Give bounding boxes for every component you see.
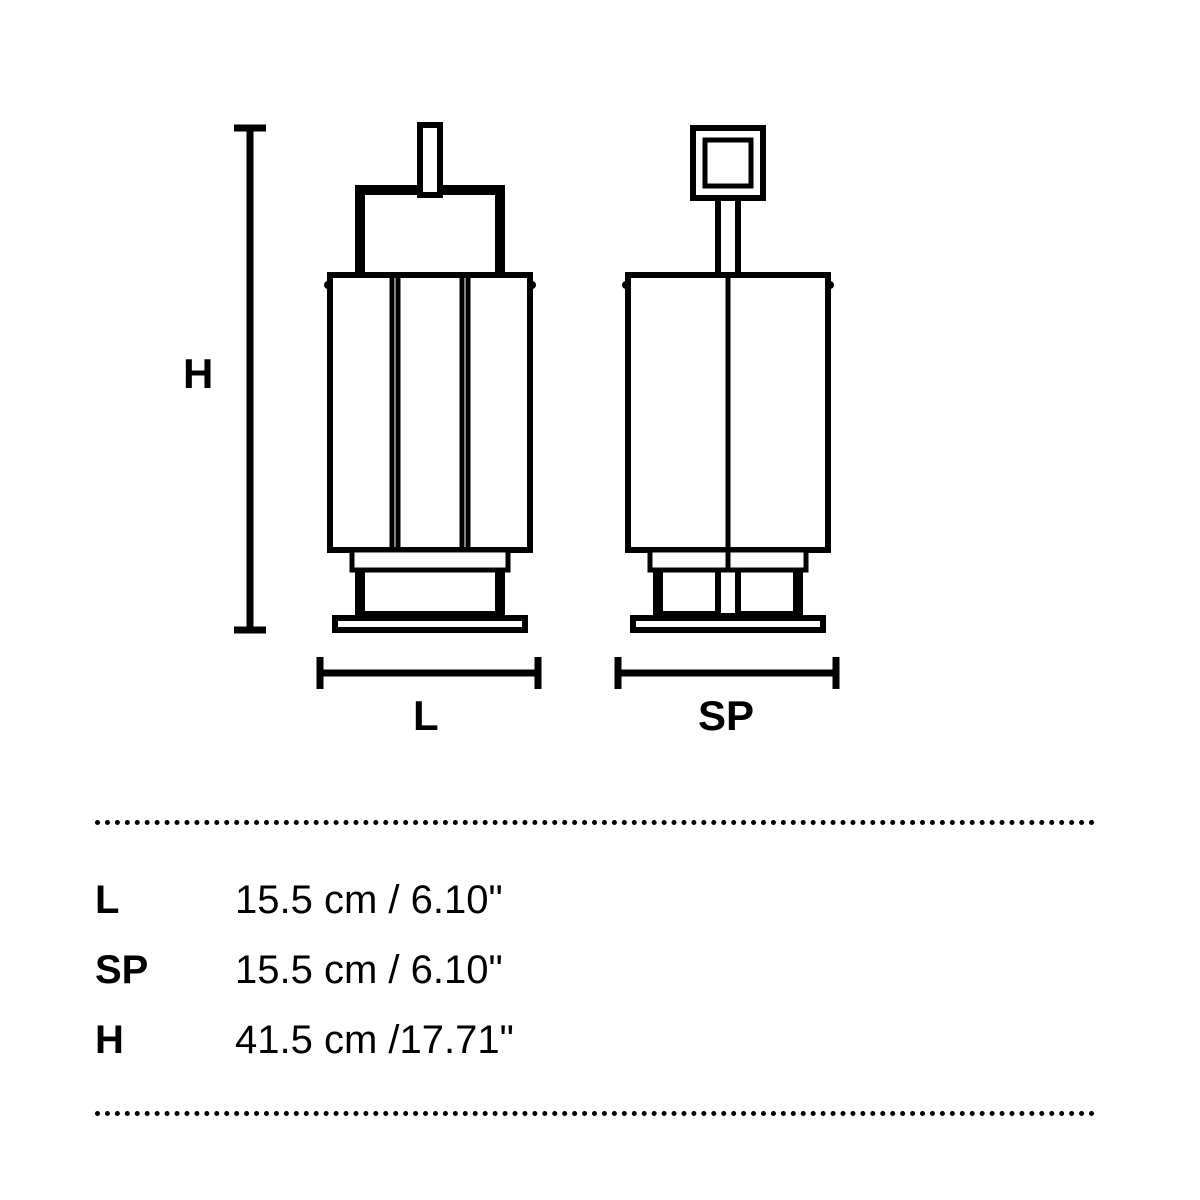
spec-row: L15.5 cm / 6.10" (95, 865, 1095, 935)
spec-row: SP15.5 cm / 6.10" (95, 935, 1095, 1005)
spec-value: 15.5 cm / 6.10" (235, 935, 503, 1005)
label-sp: SP (698, 692, 754, 740)
spec-row: H41.5 cm /17.71" (95, 1005, 1095, 1075)
spec-key: SP (95, 935, 235, 1005)
spec-key: L (95, 865, 235, 935)
dimension-spec-table: L15.5 cm / 6.10"SP15.5 cm / 6.10"H41.5 c… (95, 820, 1095, 1116)
spec-value: 41.5 cm /17.71" (235, 1005, 514, 1075)
label-l: L (413, 692, 439, 740)
label-h: H (183, 350, 213, 398)
dotted-rule-bottom (95, 1111, 1095, 1116)
spec-key: H (95, 1005, 235, 1075)
diagram-canvas: H L SP L15.5 cm / 6.10"SP15.5 cm / 6.10"… (0, 0, 1200, 1200)
spec-value: 15.5 cm / 6.10" (235, 865, 503, 935)
dotted-rule-top (95, 820, 1095, 825)
